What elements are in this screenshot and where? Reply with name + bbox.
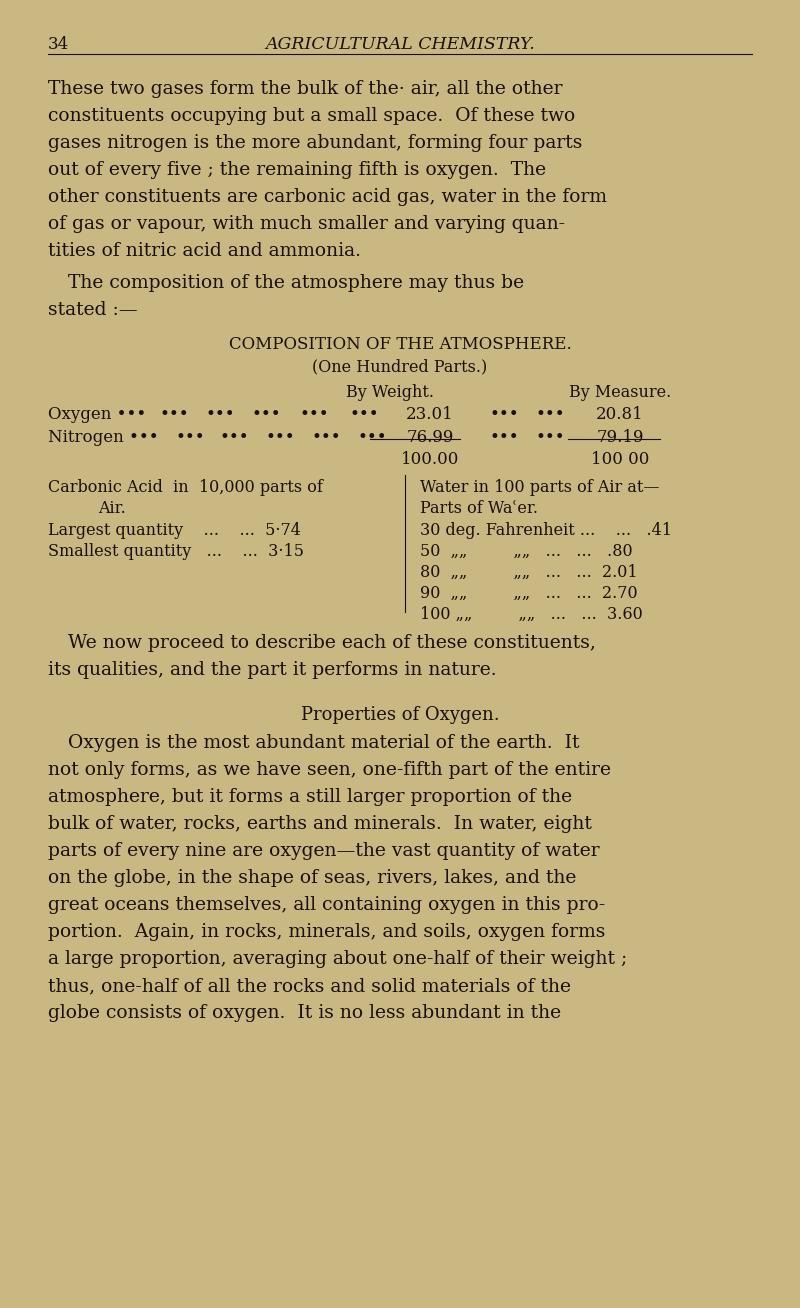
Text: COMPOSITION OF THE ATMOSPHERE.: COMPOSITION OF THE ATMOSPHERE. [229, 336, 571, 353]
Text: its qualities, and the part it performs in nature.: its qualities, and the part it performs … [48, 661, 497, 679]
Text: Water in 100 parts of Air at—: Water in 100 parts of Air at— [420, 479, 659, 496]
Text: •••: ••• [312, 429, 342, 446]
Text: Nitrogen •••: Nitrogen ••• [48, 429, 158, 446]
Text: •••: ••• [160, 405, 190, 422]
Text: •••: ••• [265, 429, 294, 446]
Text: gases nitrogen is the more abundant, forming four parts: gases nitrogen is the more abundant, for… [48, 133, 582, 152]
Text: Oxygen is the most abundant material of the earth.  It: Oxygen is the most abundant material of … [68, 734, 579, 752]
Text: 34: 34 [48, 37, 70, 54]
Text: 30 deg. Fahrenheit ...    ...   .41: 30 deg. Fahrenheit ... ... .41 [420, 522, 672, 539]
Text: 50  „„         „„   ...   ...   .80: 50 „„ „„ ... ... .80 [420, 543, 633, 560]
Text: These two gases form the bulk of the· air, all the other: These two gases form the bulk of the· ai… [48, 80, 562, 98]
Text: bulk of water, rocks, earths and minerals.  In water, eight: bulk of water, rocks, earths and mineral… [48, 815, 592, 833]
Text: We now proceed to describe each of these constituents,: We now proceed to describe each of these… [68, 634, 596, 651]
Text: 23.01: 23.01 [406, 405, 454, 422]
Text: 100 „„         „„   ...   ...  3.60: 100 „„ „„ ... ... 3.60 [420, 606, 642, 623]
Text: •••: ••• [535, 405, 565, 422]
Text: •••: ••• [300, 405, 330, 422]
Text: 100 00: 100 00 [591, 451, 649, 468]
Text: globe consists of oxygen.  It is no less abundant in the: globe consists of oxygen. It is no less … [48, 1005, 561, 1022]
Text: 80  „„         „„   ...   ...  2.01: 80 „„ „„ ... ... 2.01 [420, 564, 638, 581]
Text: By Weight.: By Weight. [346, 385, 434, 402]
Text: •••: ••• [205, 405, 234, 422]
Text: •••: ••• [490, 429, 520, 446]
Text: atmosphere, but it forms a still larger proportion of the: atmosphere, but it forms a still larger … [48, 787, 572, 806]
Text: Properties of Oxygen.: Properties of Oxygen. [301, 706, 499, 725]
Text: parts of every nine are oxygen—the vast quantity of water: parts of every nine are oxygen—the vast … [48, 842, 600, 859]
Text: 20.81: 20.81 [596, 405, 644, 422]
Text: Air.: Air. [98, 500, 126, 517]
Text: •••: ••• [535, 429, 565, 446]
Text: on the globe, in the shape of seas, rivers, lakes, and the: on the globe, in the shape of seas, rive… [48, 869, 576, 887]
Text: •••: ••• [350, 405, 380, 422]
Text: By Measure.: By Measure. [569, 385, 671, 402]
Text: 79.19: 79.19 [596, 429, 644, 446]
Text: AGRICULTURAL CHEMISTRY.: AGRICULTURAL CHEMISTRY. [265, 37, 535, 54]
Text: •••: ••• [490, 405, 520, 422]
Text: (One Hundred Parts.): (One Hundred Parts.) [312, 358, 488, 375]
Text: a large proportion, averaging about one-half of their weight ;: a large proportion, averaging about one-… [48, 950, 627, 968]
Text: tities of nitric acid and ammonia.: tities of nitric acid and ammonia. [48, 242, 361, 260]
Text: 90  „„         „„   ...   ...  2.70: 90 „„ „„ ... ... 2.70 [420, 585, 638, 602]
Text: Smallest quantity   ...    ...  3·15: Smallest quantity ... ... 3·15 [48, 543, 304, 560]
Text: Oxygen •••: Oxygen ••• [48, 405, 146, 422]
Text: great oceans themselves, all containing oxygen in this pro-: great oceans themselves, all containing … [48, 896, 606, 914]
Text: portion.  Again, in rocks, minerals, and soils, oxygen forms: portion. Again, in rocks, minerals, and … [48, 923, 606, 940]
Text: •••: ••• [175, 429, 205, 446]
Text: •••: ••• [252, 405, 282, 422]
Text: Parts of Waʿer.: Parts of Waʿer. [420, 500, 538, 517]
Text: of gas or vapour, with much smaller and varying quan-: of gas or vapour, with much smaller and … [48, 215, 565, 233]
Text: Largest quantity    ...    ...  5·74: Largest quantity ... ... 5·74 [48, 522, 301, 539]
Text: other constituents are carbonic acid gas, water in the form: other constituents are carbonic acid gas… [48, 188, 607, 205]
Text: 100.00: 100.00 [401, 451, 459, 468]
Text: out of every five ; the remaining fifth is oxygen.  The: out of every five ; the remaining fifth … [48, 161, 546, 179]
Text: 76.99: 76.99 [406, 429, 454, 446]
Text: Carbonic Acid  in  10,000 parts of: Carbonic Acid in 10,000 parts of [48, 479, 323, 496]
Text: not only forms, as we have seen, one-fifth part of the entire: not only forms, as we have seen, one-fif… [48, 761, 611, 780]
Text: thus, one-half of all the rocks and solid materials of the: thus, one-half of all the rocks and soli… [48, 977, 571, 995]
Text: stated :—: stated :— [48, 301, 138, 319]
Text: constituents occupying but a small space.  Of these two: constituents occupying but a small space… [48, 107, 575, 126]
Text: •••: ••• [358, 429, 388, 446]
Text: The composition of the atmosphere may thus be: The composition of the atmosphere may th… [68, 273, 524, 292]
Text: •••: ••• [220, 429, 250, 446]
